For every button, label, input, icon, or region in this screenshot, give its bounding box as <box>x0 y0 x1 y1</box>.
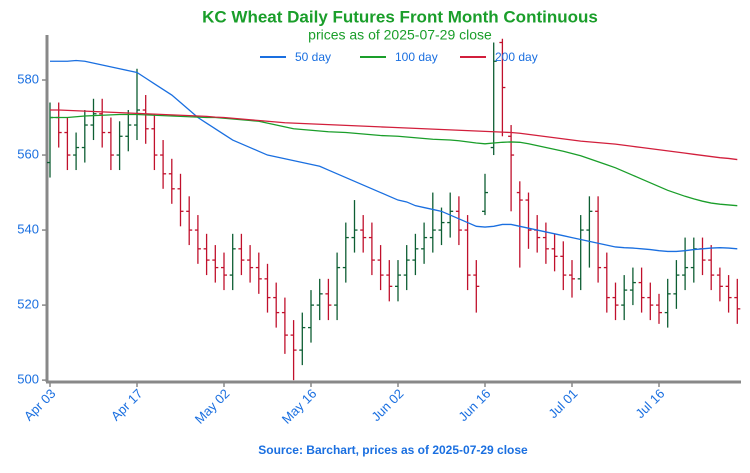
x-tick-label: Jul 01 <box>545 386 580 421</box>
y-tick-label: 540 <box>17 222 39 237</box>
moving-average-line <box>50 113 738 207</box>
moving-average-line <box>50 59 738 253</box>
chart-title: KC Wheat Daily Futures Front Month Conti… <box>202 7 598 26</box>
y-tick-label: 560 <box>17 146 39 161</box>
x-tick-label: Jul 16 <box>632 386 667 421</box>
y-tick-label: 520 <box>17 297 39 312</box>
moving-average-line <box>50 109 738 161</box>
legend-label: 50 day <box>295 50 331 64</box>
legend-label: 100 day <box>395 50 438 64</box>
y-tick-label: 500 <box>17 372 39 387</box>
x-tick-label: Jun 16 <box>455 386 493 424</box>
source-note: Source: Barchart, prices as of 2025-07-2… <box>258 443 528 457</box>
x-tick-label: Apr 03 <box>21 386 59 424</box>
legend-label: 200 day <box>495 50 538 64</box>
y-tick-label: 580 <box>17 71 39 86</box>
x-tick-label: May 16 <box>279 386 320 427</box>
chart-subtitle: prices as of 2025-07-29 close <box>308 27 492 43</box>
x-tick-label: Apr 17 <box>108 386 146 424</box>
x-tick-label: May 02 <box>192 386 233 427</box>
x-tick-label: Jun 02 <box>368 386 406 424</box>
